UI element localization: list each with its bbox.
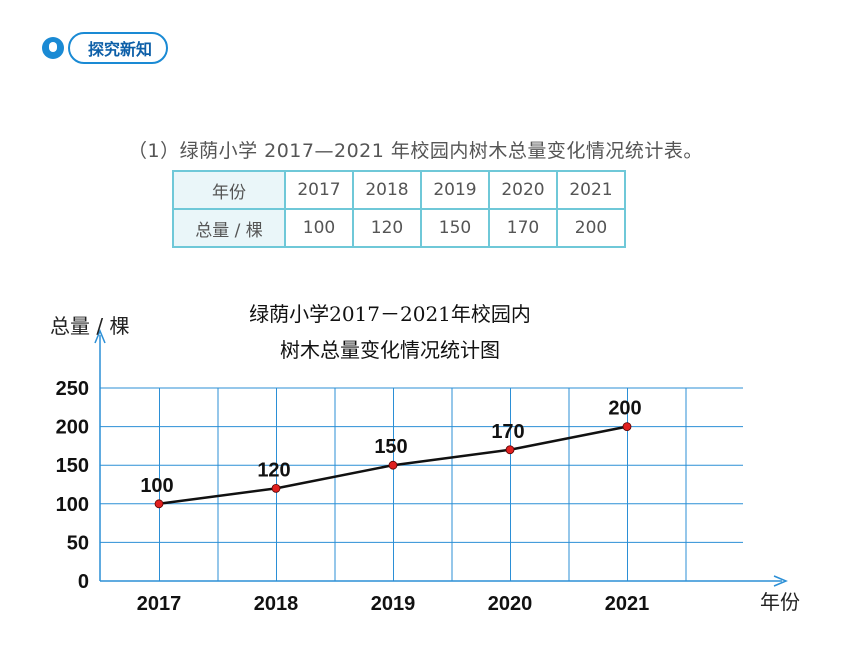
bulb-icon <box>42 37 64 59</box>
y-tick-label: 150 <box>56 455 89 477</box>
x-axis-label: 年份 <box>760 590 800 614</box>
y-tick-label: 100 <box>56 494 89 516</box>
table-row-years: 年份 2017 2018 2019 2020 2021 <box>172 170 626 210</box>
data-point <box>622 422 632 432</box>
y-tick-label: 50 <box>67 532 89 554</box>
table-cell: 120 <box>352 208 422 248</box>
y-tick-label: 0 <box>78 571 89 593</box>
section-tag: 探究新知 <box>42 32 169 64</box>
table-cell: 100 <box>284 208 354 248</box>
data-point <box>388 460 398 470</box>
data-point <box>271 483 281 493</box>
chart-title-line2: 树木总量变化情况统计图 <box>280 338 500 362</box>
chart-axes <box>94 329 788 587</box>
row-label-total: 总量 / 棵 <box>172 208 286 248</box>
x-tick-label: 2017 <box>137 593 182 615</box>
data-point <box>154 499 164 509</box>
data-label: 120 <box>257 459 290 481</box>
chart-grid <box>100 387 743 581</box>
y-tick-label: 200 <box>56 417 89 439</box>
table-cell: 2017 <box>284 170 354 210</box>
x-tick-labels: 2017 2018 2019 2020 2021 <box>137 593 650 615</box>
y-axis-label: 总量 / 棵 <box>50 314 129 338</box>
x-axis-arrow <box>773 575 788 587</box>
table-row-totals: 总量 / 棵 100 120 150 170 200 <box>172 208 626 248</box>
x-tick-label: 2021 <box>605 593 650 615</box>
data-label: 100 <box>140 475 173 497</box>
section-label: 探究新知 <box>68 32 169 64</box>
data-series: 100 120 150 170 200 <box>140 398 642 509</box>
x-tick-label: 2020 <box>488 593 533 615</box>
y-axis-arrow <box>94 329 106 344</box>
y-tick-labels: 0 50 100 150 200 250 <box>56 378 89 593</box>
statistics-table: 年份 2017 2018 2019 2020 2021 总量 / 棵 100 1… <box>172 170 626 248</box>
data-label: 150 <box>374 436 407 458</box>
data-label: 170 <box>491 421 524 443</box>
table-caption: （1）绿荫小学 2017—2021 年校园内树木总量变化情况统计表。 <box>128 140 703 162</box>
row-label-year: 年份 <box>172 170 286 210</box>
table-cell: 2020 <box>488 170 558 210</box>
x-tick-label: 2019 <box>371 593 416 615</box>
data-label: 200 <box>608 398 641 420</box>
table-cell: 150 <box>420 208 490 248</box>
table-cell: 170 <box>488 208 558 248</box>
y-tick-label: 250 <box>56 378 89 400</box>
table-cell: 2018 <box>352 170 422 210</box>
table-cell: 200 <box>556 208 626 248</box>
chart-title-line1: 绿荫小学2017－2021年校园内 <box>249 302 531 326</box>
x-tick-label: 2018 <box>254 593 299 615</box>
table-cell: 2021 <box>556 170 626 210</box>
data-point <box>505 445 515 455</box>
table-cell: 2019 <box>420 170 490 210</box>
